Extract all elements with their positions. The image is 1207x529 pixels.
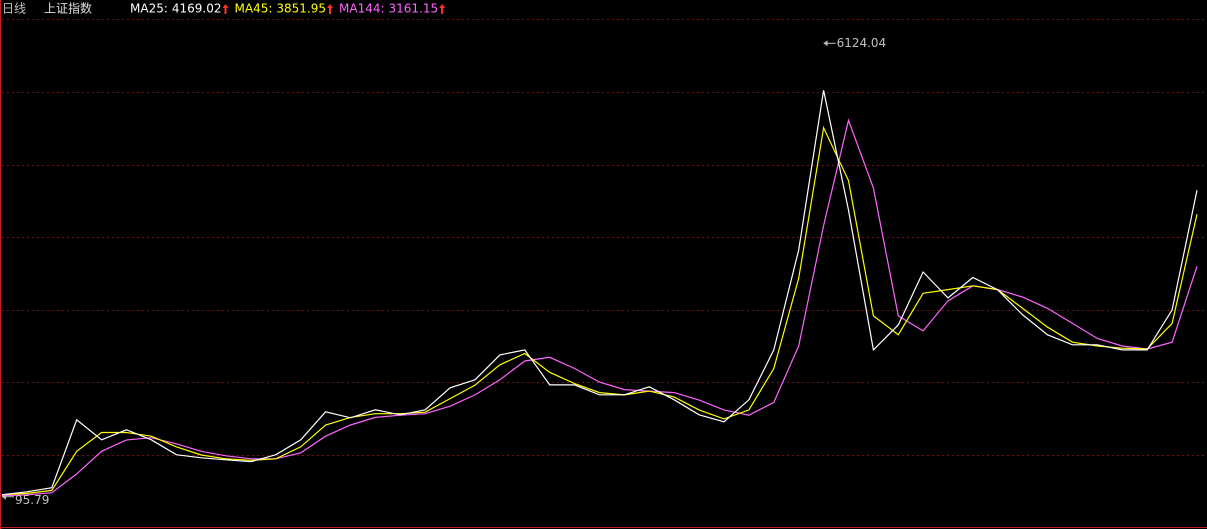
legend-value: 3851.95 [276, 2, 326, 16]
arrow-head [823, 40, 828, 47]
legend-label: MA45: [235, 2, 273, 16]
legend-label: MA144: [339, 2, 385, 16]
up-arrow [222, 4, 229, 14]
annotation-label: 95.79 [15, 493, 49, 507]
legend-value: 3161.15 [389, 2, 439, 16]
legend-value: 4169.02 [172, 2, 222, 16]
up-arrow [439, 4, 446, 14]
period: 日线 [2, 2, 26, 16]
ma-line [1, 90, 1198, 496]
up-arrow [327, 4, 333, 14]
annotation-label: 6124.04 [837, 36, 887, 50]
arrow-head [2, 493, 6, 500]
chart-title: 上证指数 [44, 1, 92, 16]
legend-label: MA25: [130, 2, 168, 16]
series-group [1, 90, 1198, 497]
legend: MA25: 4169.02 MA45: 3851.95 MA144: 3161.15 [130, 2, 446, 16]
